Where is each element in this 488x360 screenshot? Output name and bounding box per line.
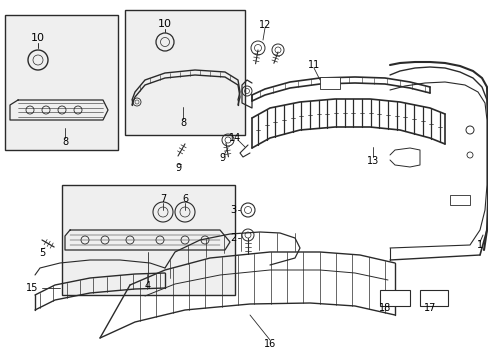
- Text: 9: 9: [219, 153, 224, 163]
- Text: 6: 6: [182, 194, 188, 204]
- Text: 10: 10: [158, 19, 172, 29]
- Text: 5: 5: [39, 248, 45, 258]
- Text: 3: 3: [229, 205, 236, 215]
- Bar: [449, 195, 469, 205]
- Bar: [125, 10, 244, 135]
- Bar: [319, 77, 339, 89]
- Text: 10: 10: [31, 33, 45, 43]
- Text: 7: 7: [160, 194, 166, 204]
- Text: 17: 17: [423, 303, 435, 313]
- Text: 8: 8: [62, 137, 68, 147]
- Text: 14: 14: [228, 133, 241, 143]
- Text: 13: 13: [366, 156, 378, 166]
- Text: 1: 1: [476, 240, 482, 250]
- Text: 4: 4: [144, 281, 151, 291]
- Bar: [62, 185, 235, 295]
- Text: 9: 9: [175, 163, 181, 173]
- Text: 2: 2: [229, 233, 236, 243]
- Text: 8: 8: [180, 118, 185, 128]
- Text: 15: 15: [25, 283, 38, 293]
- Bar: [379, 290, 409, 306]
- Bar: [5, 15, 118, 150]
- Text: 12: 12: [258, 20, 271, 30]
- Text: 18: 18: [378, 303, 390, 313]
- Bar: [419, 290, 447, 306]
- Text: 11: 11: [307, 60, 320, 70]
- Text: 16: 16: [264, 339, 276, 349]
